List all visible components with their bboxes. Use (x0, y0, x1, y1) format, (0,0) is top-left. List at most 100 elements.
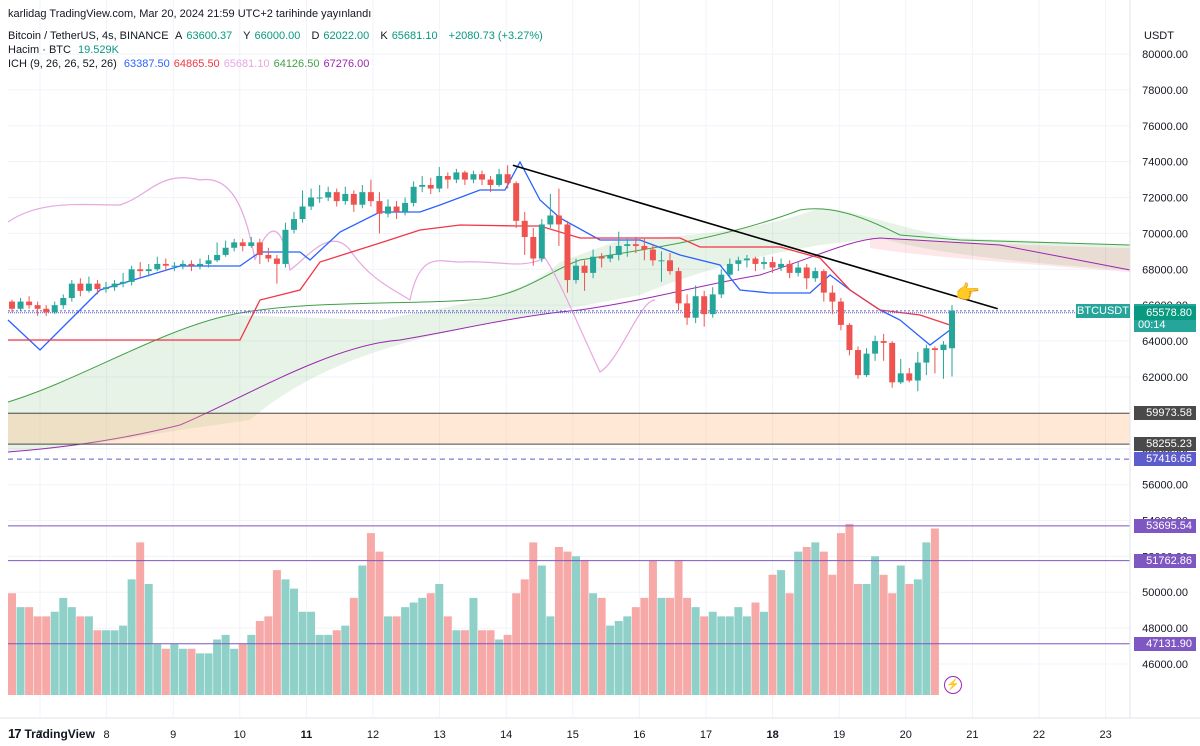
volume-bar (503, 634, 512, 695)
volume-bar (452, 630, 461, 695)
candle (632, 244, 639, 246)
x-tick-label: 10 (234, 729, 246, 741)
symbol-legend: Bitcoin / TetherUS, 4s, BINANCE A 63600.3… (8, 30, 543, 42)
volume-bar (879, 574, 888, 695)
candle (615, 245, 622, 255)
candle (684, 303, 691, 318)
volume-bar (127, 579, 136, 695)
volume-bar (529, 542, 538, 695)
candle (265, 254, 272, 259)
volume-bar (802, 547, 811, 695)
x-tick-label: 14 (500, 729, 512, 741)
candle (273, 258, 280, 264)
price-label[interactable]: 58255.23 (1134, 437, 1196, 452)
candle (897, 373, 904, 383)
ichimoku-cloud-red (870, 238, 1130, 272)
pointing-hand-icon: 👉 (955, 282, 980, 304)
volume-bar (238, 644, 247, 695)
volume-bar (580, 560, 589, 695)
candle (530, 237, 537, 259)
candle (820, 271, 827, 293)
candle (598, 256, 605, 259)
currency-label[interactable]: USDT (1144, 30, 1174, 42)
y-tick-label: 62000.00 (1142, 372, 1188, 384)
candle (931, 348, 938, 351)
candle (103, 287, 109, 290)
volume-bar (717, 616, 726, 695)
volume-bar (42, 616, 51, 695)
candle (68, 283, 75, 298)
volume-bar (623, 616, 632, 695)
volume-bar (862, 584, 871, 695)
price-label[interactable]: 57416.65 (1134, 452, 1196, 467)
volume-bar (33, 616, 42, 695)
ichimoku-value-0: 63387.50 (123, 58, 170, 70)
x-tick-label: 18 (766, 729, 778, 741)
candle (9, 301, 15, 309)
ichimoku-value-2: 65681.10 (223, 58, 270, 70)
candle (402, 202, 409, 212)
price-label[interactable]: 51762.86 (1134, 553, 1196, 568)
tradingview-logo[interactable]: 17 TradingView (8, 726, 95, 741)
lightning-icon[interactable]: ⚡ (944, 676, 962, 694)
ichimoku-value-1: 64865.50 (173, 58, 220, 70)
candle (872, 341, 879, 354)
candle (60, 298, 67, 306)
candle (350, 193, 357, 205)
volume-bar (401, 607, 410, 695)
volume-bar (84, 616, 93, 695)
candle (367, 192, 374, 202)
volume-bar (896, 565, 905, 695)
volume-bar (742, 616, 751, 695)
change-value: +2080.73 (+3.27%) (448, 30, 543, 42)
volume-bar (691, 607, 700, 695)
candle (359, 192, 366, 205)
volume-bar (683, 597, 692, 695)
volume-bar (828, 574, 837, 695)
volume-bar (110, 630, 119, 695)
volume-bar (196, 653, 204, 695)
candle (479, 174, 485, 180)
volume-bar (119, 625, 128, 695)
candle (282, 229, 289, 264)
ichimoku-label[interactable]: ICH (9, 26, 26, 52, 26) (8, 58, 117, 70)
symbol-title[interactable]: Bitcoin / TetherUS, 4s, BINANCE (8, 30, 169, 42)
candle (581, 265, 588, 273)
candle (444, 176, 451, 180)
candle (538, 224, 545, 259)
candle (214, 254, 221, 261)
candle (829, 292, 836, 302)
candle (385, 206, 391, 214)
volume-bar (760, 611, 768, 695)
volume-bar (315, 634, 324, 695)
candle (726, 263, 733, 275)
candle (564, 224, 571, 281)
candle (667, 260, 673, 272)
candle (624, 244, 631, 246)
price-label[interactable]: 53695.54 (1134, 518, 1196, 533)
price-label[interactable]: 65578.80 (1134, 305, 1196, 320)
y-tick-label: 72000.00 (1142, 193, 1188, 205)
volume-bar (290, 588, 298, 695)
y-tick-label: 64000.00 (1142, 336, 1188, 348)
price-label[interactable]: 47131.90 (1134, 636, 1196, 651)
candle (248, 242, 255, 246)
volume-bar (272, 570, 281, 695)
leading-span-a (7, 208, 1131, 403)
volume-label[interactable]: Hacim · BTC (8, 44, 71, 56)
symbol-price-tag[interactable]: BTCUSDT (1076, 303, 1130, 318)
volume-bar (460, 630, 469, 695)
candle (923, 348, 930, 363)
volume-bar (136, 542, 145, 695)
candle (197, 263, 203, 266)
support-zone (8, 413, 1130, 445)
candle (590, 256, 597, 273)
volume-bar (221, 634, 230, 695)
volume-bar (905, 584, 914, 695)
volume-bar (76, 616, 85, 695)
price-label[interactable]: 59973.58 (1134, 406, 1196, 421)
ichimoku-cloud (8, 208, 1130, 452)
candle (786, 263, 793, 273)
volume-value: 19.529K (78, 44, 119, 56)
